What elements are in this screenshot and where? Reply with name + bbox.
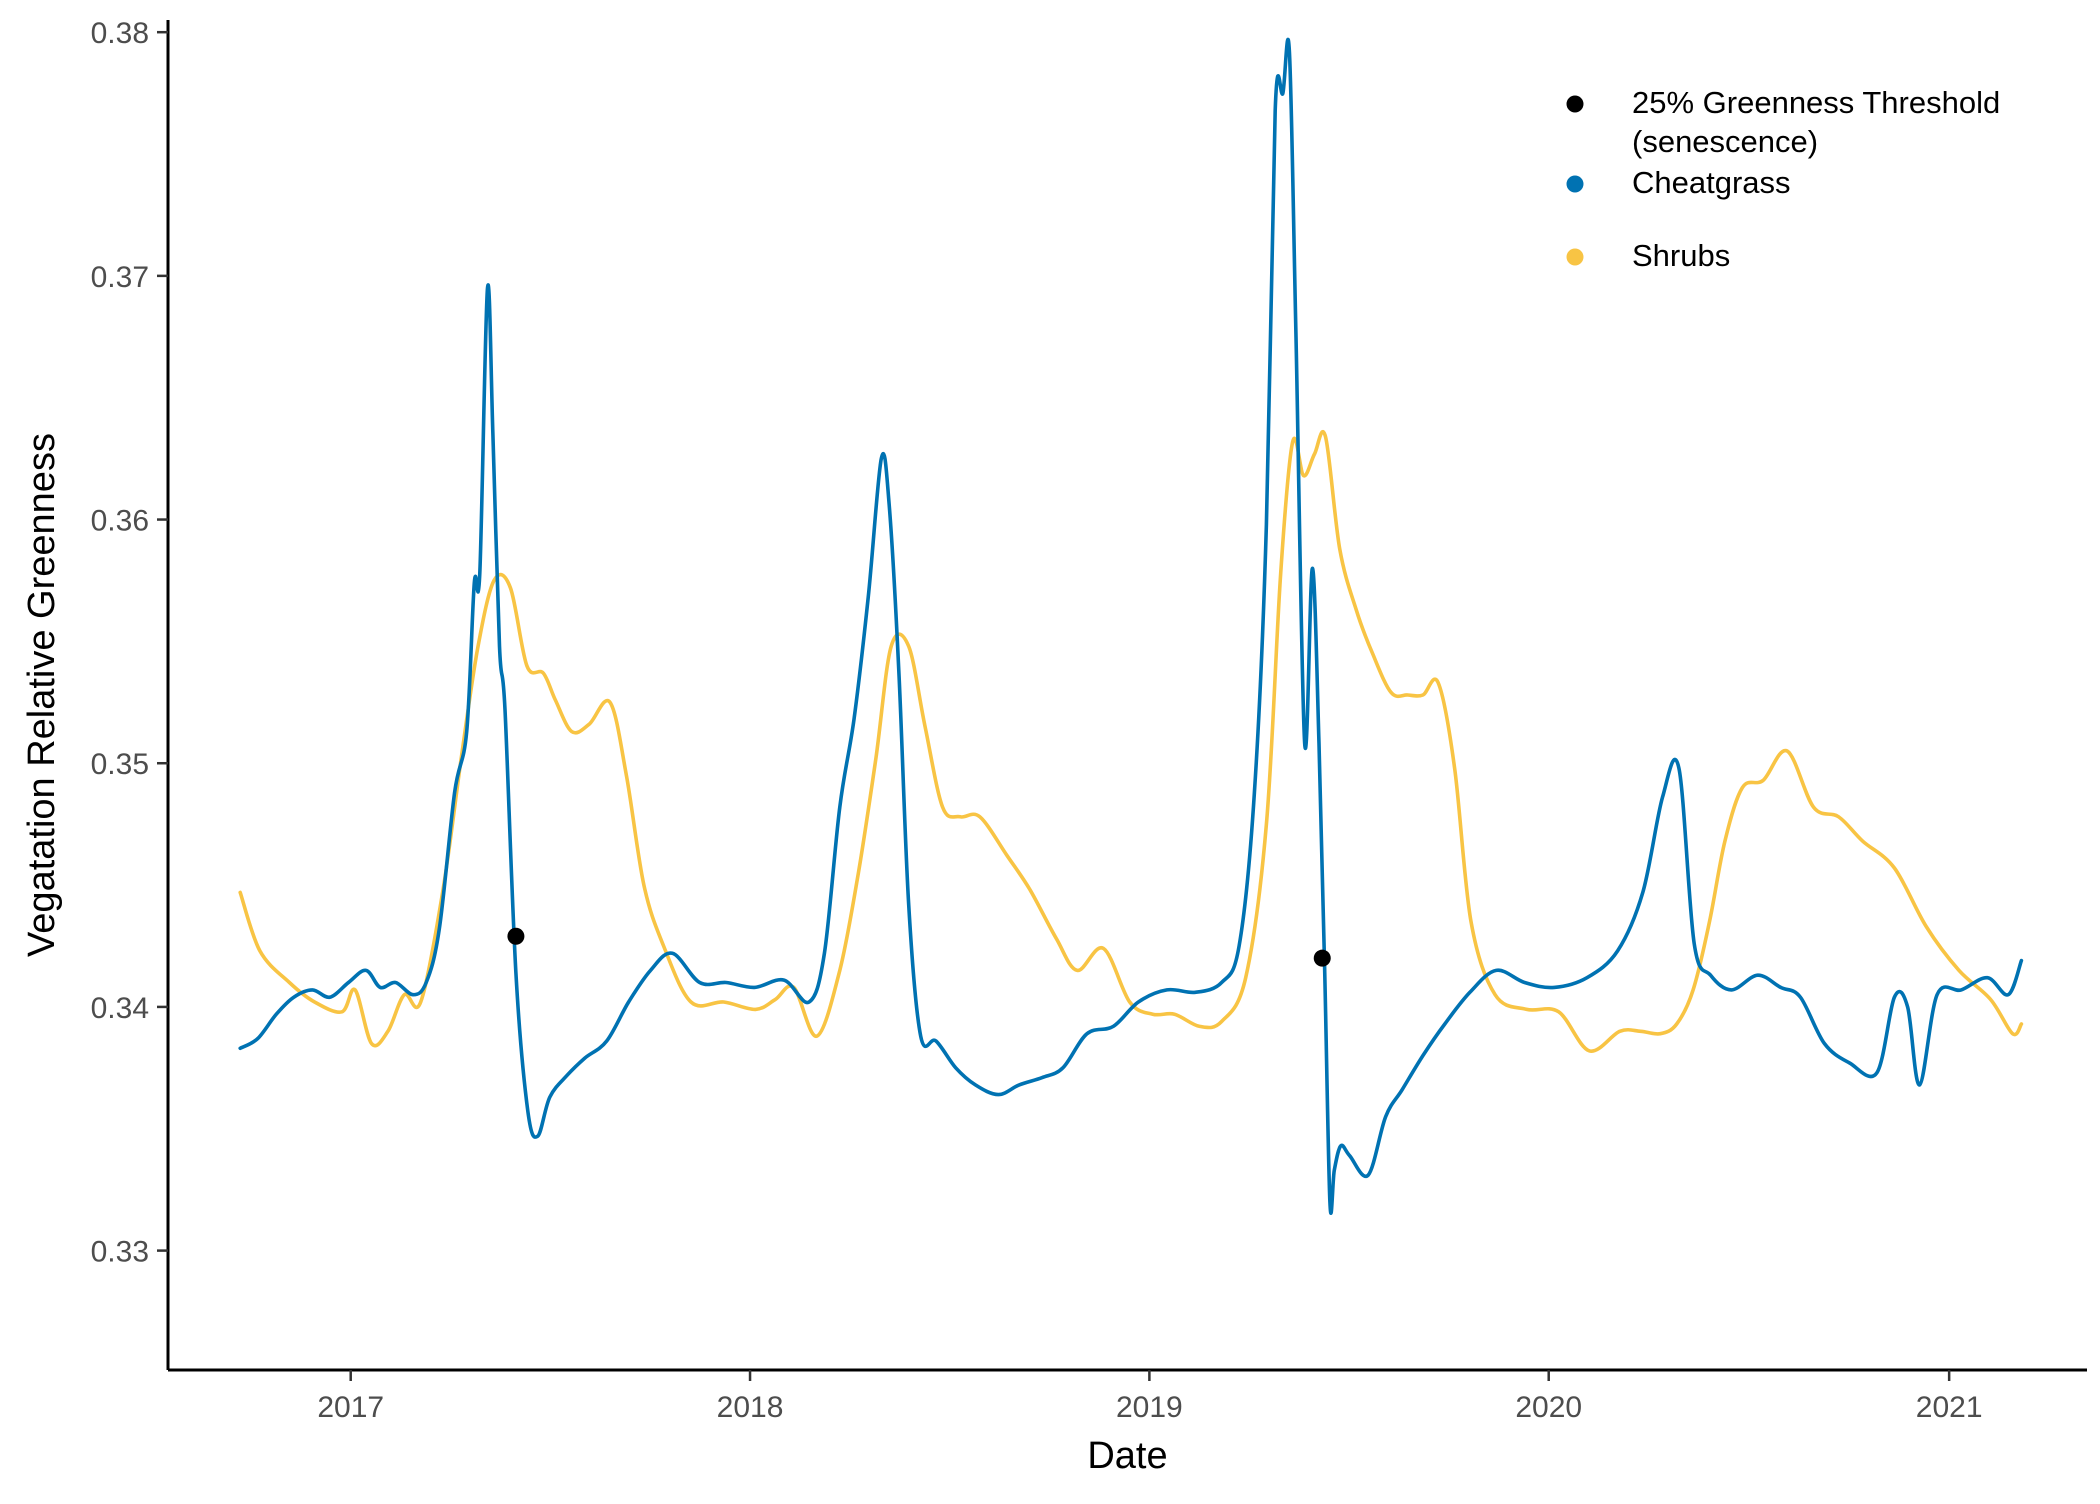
y-tick-label: 0.33: [91, 1236, 149, 1269]
x-tick-label: 2020: [1515, 1391, 1582, 1424]
axes-layer: 2017 2018 2019 2020 2021 0.330.340.350.360.3…: [91, 17, 2087, 1424]
x-tick-label: 2018: [717, 1391, 784, 1424]
legend-key-25-greenness-threshold: [1566, 95, 1584, 113]
y-axis-title: Vegatation Relative Greenness: [21, 433, 63, 957]
series-line-cheatgrass: [238, 37, 2024, 1215]
y-tick-label: 0.34: [91, 992, 149, 1025]
legend-label-25-greenness-threshold: 25% Greenness Threshold: [1632, 85, 2000, 120]
y-tick-label: 0.37: [91, 261, 149, 294]
y-axis-ticks: 0.33 0.34 0.35 0.36 0.37 0.38: [91, 17, 168, 1269]
legend-label-cheatgrass: Cheatgrass: [1632, 165, 1791, 200]
threshold-point: [1313, 949, 1331, 967]
chart-legend: 25% Greenness Threshold (senescence) Cheat…: [1566, 85, 2000, 273]
y-tick-label: 0.38: [91, 17, 149, 50]
x-tick-label: 2019: [1116, 1391, 1183, 1424]
y-tick-label: 0.35: [91, 748, 149, 781]
legend-key-cheatgrass: [1566, 175, 1584, 193]
y-tick-label: 0.36: [91, 505, 149, 538]
series-line-shrubs: [238, 429, 2024, 1053]
x-tick-label: 2021: [1916, 1391, 1983, 1424]
legend-label-shrubs: Shrubs: [1632, 238, 1730, 273]
legend-key-shrubs: [1566, 248, 1584, 266]
x-tick-label: 2017: [317, 1391, 384, 1424]
threshold-point: [507, 927, 525, 945]
x-axis-ticks: 2017 2018 2019 2020 2021: [317, 1370, 1983, 1424]
x-axis-title: Date: [1087, 1435, 1167, 1477]
threshold-points-layer: [507, 927, 1331, 967]
legend-label-25-greenness-threshold: (senescence): [1632, 124, 1818, 159]
series-layer: [238, 37, 2024, 1215]
